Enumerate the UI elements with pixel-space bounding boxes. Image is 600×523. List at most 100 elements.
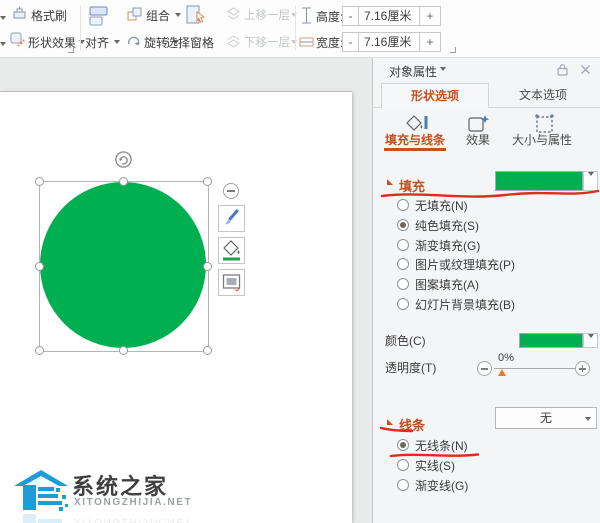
- radio-no-line-label[interactable]: 无线条(N): [415, 439, 468, 453]
- chevron-down-icon: [291, 40, 297, 47]
- panel-title: 对象属性: [389, 65, 438, 79]
- chevron-down-icon: [587, 334, 594, 341]
- bring-forward-button[interactable]: [226, 7, 241, 21]
- transparency-decrease-button[interactable]: [477, 361, 492, 376]
- toolbar-separator: [80, 5, 81, 51]
- resize-handle-se[interactable]: [202, 345, 212, 355]
- minus-icon: [481, 368, 488, 370]
- rotate-handle[interactable]: [115, 151, 132, 168]
- group-button[interactable]: [127, 7, 142, 22]
- radio-solid-line[interactable]: [397, 459, 409, 471]
- resize-handle-n[interactable]: [118, 176, 128, 186]
- resize-handle-sw[interactable]: [34, 345, 44, 355]
- tab-shape-options[interactable]: 形状选项: [381, 83, 489, 108]
- radio-picture-texture-fill-label[interactable]: 图片或纹理填充(P): [415, 258, 515, 272]
- radio-gradient-line-label[interactable]: 渐变线(G): [415, 479, 469, 493]
- send-backward-button[interactable]: [226, 34, 241, 48]
- radio-solid-fill-label[interactable]: 纯色填充(S): [415, 219, 479, 233]
- selection-pane-icon: [186, 5, 206, 24]
- fill-color-dropdown-button[interactable]: [583, 171, 598, 191]
- width-icon: [299, 36, 314, 48]
- transparency-increase-button[interactable]: [575, 361, 590, 376]
- section-expand-icon[interactable]: [387, 179, 393, 185]
- subtab-fill-line[interactable]: 填充与线条: [385, 133, 446, 147]
- chevron-down-icon: [587, 172, 594, 179]
- align-button[interactable]: [88, 5, 110, 27]
- radio-gradient-line[interactable]: [397, 479, 409, 491]
- group-label: 组合: [146, 9, 171, 23]
- shape-effects-button[interactable]: [10, 32, 25, 47]
- radio-pattern-fill-label[interactable]: 图案填充(A): [415, 278, 479, 292]
- width-value-field[interactable]: 7.16厘米: [358, 32, 420, 52]
- rotate-label: 旋转: [144, 36, 169, 50]
- group-icon: [127, 7, 142, 21]
- chevron-down-icon: [114, 40, 120, 47]
- subtab-size-props[interactable]: 大小与属性: [512, 133, 573, 147]
- quick-fill-button[interactable]: [218, 237, 245, 264]
- height-icon: [301, 7, 312, 24]
- format-painter-label: 格式刷: [31, 9, 68, 23]
- height-increase-button[interactable]: +: [419, 6, 441, 26]
- transparency-label: 透明度(T): [385, 361, 437, 375]
- radio-no-fill[interactable]: [397, 199, 409, 211]
- line-style-dropdown[interactable]: 无: [495, 407, 597, 429]
- resize-handle-s[interactable]: [118, 345, 128, 355]
- tab-text-options[interactable]: 文本选项: [518, 88, 567, 102]
- radio-picture-texture-fill[interactable]: [397, 258, 409, 270]
- transparency-slider-thumb[interactable]: [498, 369, 506, 376]
- pin-panel-button[interactable]: [556, 63, 569, 76]
- format-painter-button[interactable]: [12, 5, 27, 20]
- quick-layout-button[interactable]: [218, 269, 245, 296]
- close-icon: [581, 65, 590, 74]
- cut-dropdown-icon: [0, 42, 6, 49]
- radio-solid-line-label[interactable]: 实线(S): [415, 459, 455, 473]
- send-backward-icon: [227, 35, 240, 48]
- height-value-field[interactable]: 7.16厘米: [358, 6, 420, 26]
- radio-no-line[interactable]: [397, 439, 409, 451]
- radio-solid-fill[interactable]: [397, 219, 409, 231]
- bring-forward-icon: [227, 7, 240, 20]
- minus-icon: [227, 190, 235, 192]
- fill-bucket-icon: [223, 240, 240, 261]
- dialog-launcher-icon[interactable]: [68, 47, 74, 53]
- color-dropdown-button[interactable]: [583, 333, 598, 348]
- panel-title-dropdown[interactable]: 对象属性: [389, 63, 447, 80]
- width-increase-button[interactable]: +: [419, 32, 441, 52]
- selection-pane-button[interactable]: [185, 4, 207, 26]
- subtab-active-underline: [384, 148, 446, 151]
- resize-handle-nw[interactable]: [34, 176, 44, 186]
- section-expand-icon[interactable]: [387, 419, 393, 425]
- radio-slide-background-fill-label[interactable]: 幻灯片背景填充(B): [415, 298, 515, 312]
- collapse-mini-toolbar-button[interactable]: [223, 183, 239, 199]
- cut-dropdown-icon: [0, 16, 6, 23]
- selection-pane-label: 选择窗格: [166, 36, 215, 50]
- rotate-button[interactable]: [126, 34, 141, 49]
- chevron-down-icon: [585, 417, 591, 424]
- resize-handle-w[interactable]: [34, 261, 44, 271]
- send-backward-label: 下移一层: [244, 37, 290, 49]
- radio-pattern-fill[interactable]: [397, 278, 409, 290]
- close-panel-button[interactable]: [580, 64, 591, 75]
- chevron-down-icon: [175, 13, 181, 20]
- resize-handle-e[interactable]: [202, 261, 212, 271]
- radio-gradient-fill[interactable]: [397, 239, 409, 251]
- transparency-slider-track[interactable]: [494, 368, 576, 369]
- brush-icon: [225, 209, 239, 225]
- resize-handle-ne[interactable]: [202, 176, 212, 186]
- fill-color-swatch[interactable]: [495, 171, 583, 191]
- radio-no-fill-label[interactable]: 无填充(N): [415, 199, 468, 213]
- subtab-effects[interactable]: 效果: [466, 133, 491, 147]
- shape-circle[interactable]: [40, 182, 206, 348]
- width-label: 宽度:: [316, 36, 344, 50]
- width-decrease-button[interactable]: -: [342, 32, 359, 52]
- watermark-logo-reflection: 系统之家 XITONGZHIJIA.NET: [10, 512, 210, 523]
- radio-slide-background-fill[interactable]: [397, 298, 409, 310]
- quick-style-brush-button[interactable]: [218, 205, 245, 232]
- color-value-swatch[interactable]: [519, 333, 583, 348]
- align-icon: [89, 6, 108, 26]
- dialog-launcher-icon[interactable]: [450, 47, 456, 53]
- height-decrease-button[interactable]: -: [342, 6, 359, 26]
- chevron-down-icon: [440, 67, 447, 74]
- chevron-down-icon: [291, 13, 297, 20]
- radio-gradient-fill-label[interactable]: 渐变填充(G): [415, 239, 481, 253]
